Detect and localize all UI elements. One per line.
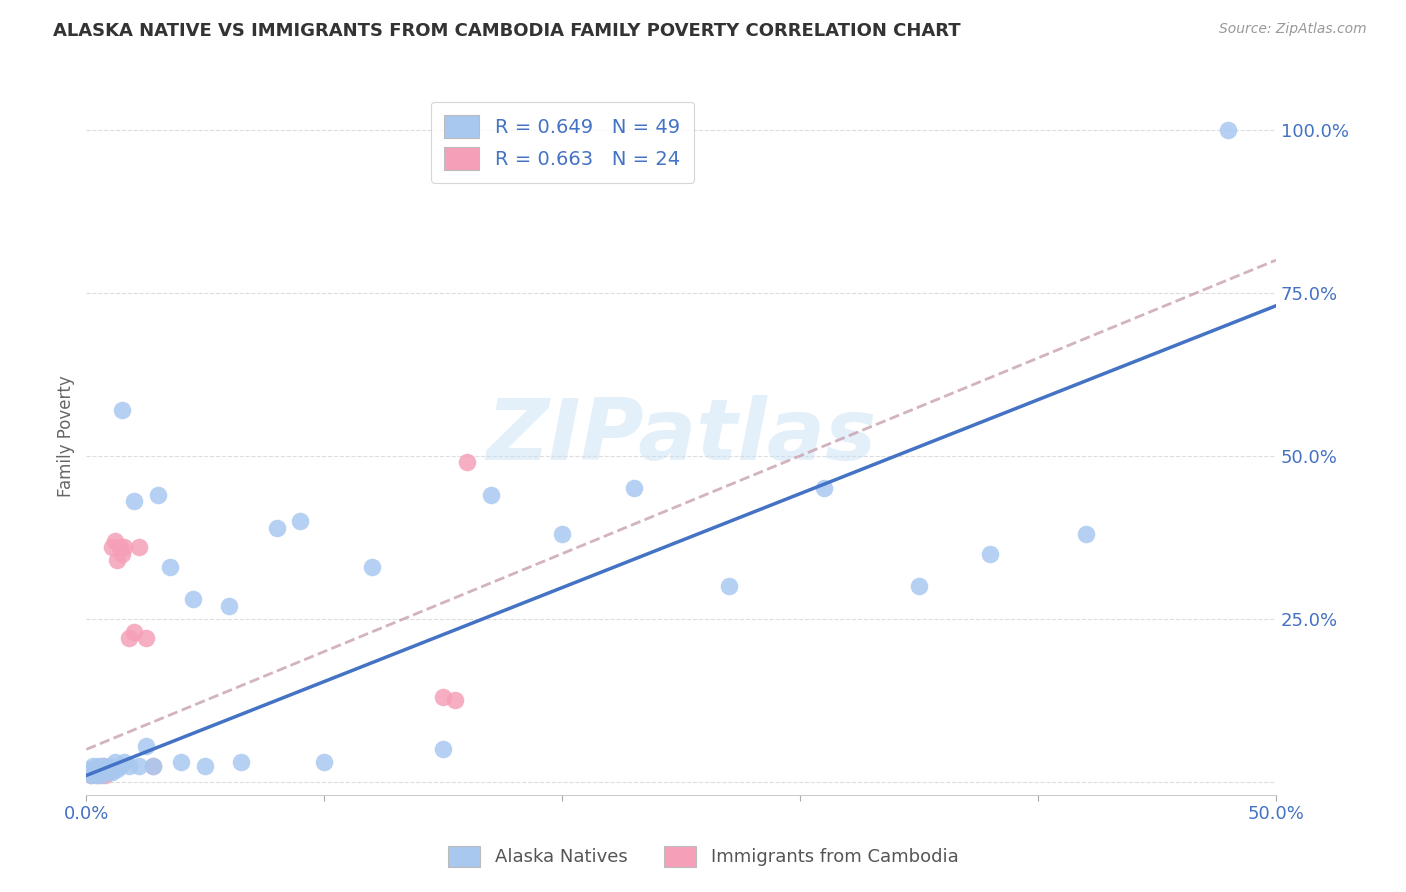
Point <box>104 756 127 770</box>
Point <box>82 765 104 780</box>
Y-axis label: Family Poverty: Family Poverty <box>58 376 75 497</box>
Point <box>146 488 169 502</box>
Point <box>101 765 124 780</box>
Point <box>623 482 645 496</box>
Point <box>80 768 103 782</box>
Point <box>142 758 165 772</box>
Text: Source: ZipAtlas.com: Source: ZipAtlas.com <box>1219 22 1367 37</box>
Point <box>456 455 478 469</box>
Point <box>813 482 835 496</box>
Legend: Alaska Natives, Immigrants from Cambodia: Alaska Natives, Immigrants from Cambodia <box>440 838 966 874</box>
Point <box>717 579 740 593</box>
Point <box>111 547 134 561</box>
Point <box>432 690 454 705</box>
Point <box>229 756 252 770</box>
Point <box>105 762 128 776</box>
Point <box>90 768 112 782</box>
Point <box>84 768 107 782</box>
Point <box>444 693 467 707</box>
Point <box>128 540 150 554</box>
Point <box>77 765 100 780</box>
Point <box>314 756 336 770</box>
Point <box>979 547 1001 561</box>
Point <box>98 762 121 776</box>
Legend: R = 0.649   N = 49, R = 0.663   N = 24: R = 0.649 N = 49, R = 0.663 N = 24 <box>430 102 693 184</box>
Point <box>87 765 110 780</box>
Point <box>1074 527 1097 541</box>
Point <box>142 758 165 772</box>
Point <box>360 559 382 574</box>
Point <box>108 540 131 554</box>
Point <box>84 762 107 776</box>
Point <box>80 762 103 776</box>
Text: ZIPatlas: ZIPatlas <box>486 395 876 478</box>
Point <box>82 758 104 772</box>
Point <box>98 762 121 776</box>
Point <box>118 758 141 772</box>
Point <box>183 592 205 607</box>
Point <box>170 756 193 770</box>
Point <box>159 559 181 574</box>
Point <box>122 624 145 639</box>
Point <box>105 553 128 567</box>
Point <box>432 742 454 756</box>
Point <box>87 768 110 782</box>
Point <box>84 762 107 776</box>
Point <box>97 765 120 780</box>
Point <box>91 758 114 772</box>
Point <box>908 579 931 593</box>
Point <box>77 765 100 780</box>
Point <box>97 765 120 780</box>
Point <box>80 768 103 782</box>
Point <box>91 758 114 772</box>
Point <box>551 527 574 541</box>
Point <box>101 540 124 554</box>
Point <box>112 756 135 770</box>
Point <box>479 488 502 502</box>
Point <box>1218 122 1240 136</box>
Point <box>91 765 114 780</box>
Point <box>122 494 145 508</box>
Point <box>104 533 127 548</box>
Point <box>135 632 157 646</box>
Point <box>108 758 131 772</box>
Point <box>82 765 104 780</box>
Point <box>111 403 134 417</box>
Point <box>118 632 141 646</box>
Point <box>194 758 217 772</box>
Point <box>90 762 112 776</box>
Point <box>290 514 312 528</box>
Point <box>128 758 150 772</box>
Point <box>135 739 157 753</box>
Point <box>94 768 117 782</box>
Point <box>218 599 240 613</box>
Text: ALASKA NATIVE VS IMMIGRANTS FROM CAMBODIA FAMILY POVERTY CORRELATION CHART: ALASKA NATIVE VS IMMIGRANTS FROM CAMBODI… <box>53 22 962 40</box>
Point <box>87 758 110 772</box>
Point <box>90 765 112 780</box>
Point <box>98 758 121 772</box>
Point <box>266 520 288 534</box>
Point <box>94 762 117 776</box>
Point <box>112 540 135 554</box>
